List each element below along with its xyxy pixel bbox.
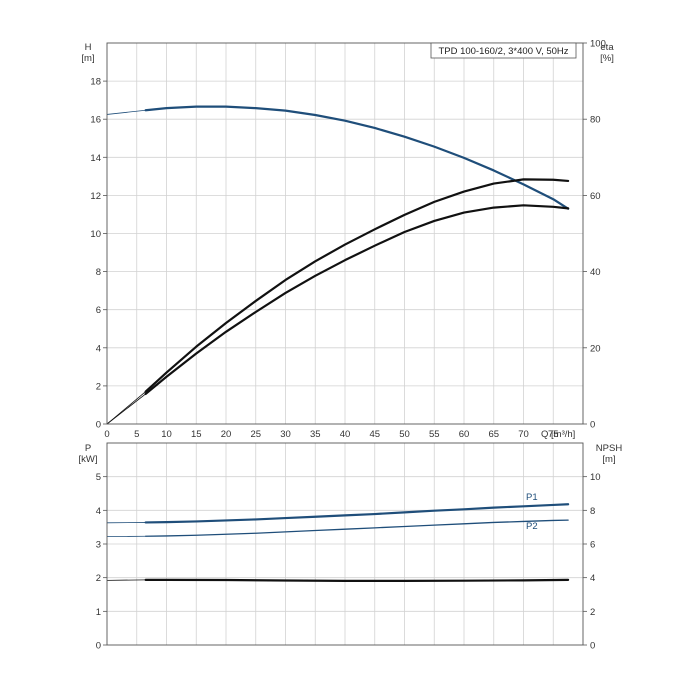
y2-tick-label: 0	[590, 641, 595, 652]
x-tick-label: 30	[280, 429, 291, 440]
chart-title: TPD 100-160/2, 3*400 V, 50Hz	[438, 46, 568, 57]
series-line-0-1	[144, 178, 570, 393]
y2-tick-label: 80	[590, 115, 601, 126]
grid-lines	[107, 43, 583, 645]
y2-tick-label: 20	[590, 343, 601, 354]
y-tick-label: 1	[96, 607, 101, 618]
power-axis-unit: [kW]	[79, 454, 98, 465]
y-tick-label: 8	[96, 267, 101, 278]
series-line-1-0	[144, 503, 570, 524]
x-tick-label: 5	[134, 429, 139, 440]
y-tick-label: 6	[96, 305, 101, 316]
x-tick-label: 65	[488, 429, 499, 440]
y-tick-label: 4	[96, 506, 101, 517]
series-line-extension	[106, 579, 146, 581]
series-line-0-0	[144, 105, 570, 210]
y2-tick-label: 0	[590, 420, 595, 431]
y-tick-label: 4	[96, 343, 101, 354]
x-tick-label: 35	[310, 429, 321, 440]
y2-tick-label: 6	[590, 540, 595, 551]
y2-tick-label: 4	[590, 573, 595, 584]
eta-axis-label: eta	[600, 42, 614, 53]
series-line-extension	[106, 109, 146, 115]
eta-axis-unit: [%]	[600, 53, 614, 64]
x-tick-label: 25	[250, 429, 261, 440]
x-tick-label: 0	[104, 429, 109, 440]
series-label-p1: P1	[526, 492, 538, 503]
y-tick-label: 0	[96, 641, 101, 652]
power-axis-label: P	[85, 443, 91, 454]
y2-tick-label: 10	[590, 472, 601, 483]
y-tick-label: 3	[96, 540, 101, 551]
series-label-p2: P2	[526, 521, 538, 532]
y-tick-label: 5	[96, 472, 101, 483]
y-tick-label: 2	[96, 381, 101, 392]
y-tick-label: 10	[90, 229, 101, 240]
x-tick-label: 45	[369, 429, 380, 440]
x-tick-label: 10	[161, 429, 172, 440]
y-tick-label: 12	[90, 191, 101, 202]
y2-tick-label: 40	[590, 267, 601, 278]
x-tick-label: 55	[429, 429, 440, 440]
series-line-extension	[106, 393, 146, 425]
y2-tick-label: 60	[590, 191, 601, 202]
y-tick-label: 0	[96, 420, 101, 431]
x-tick-label: 60	[459, 429, 470, 440]
npsh-axis-unit: [m]	[602, 454, 615, 465]
flow-axis-label: Q [m³/h]	[541, 429, 575, 440]
x-tick-label: 75	[548, 429, 559, 440]
head-axis-label: H	[85, 42, 92, 53]
chart-title-box: TPD 100-160/2, 3*400 V, 50Hz	[430, 42, 577, 59]
y2-tick-label: 8	[590, 506, 595, 517]
series-line-1-1	[145, 519, 569, 537]
x-tick-label: 50	[399, 429, 410, 440]
series-lines	[106, 105, 570, 582]
series-line-1-2	[144, 578, 570, 582]
y-tick-label: 14	[90, 153, 101, 164]
y-tick-label: 18	[90, 77, 101, 88]
y2-tick-label: 2	[590, 607, 595, 618]
npsh-axis-label: NPSH	[596, 443, 623, 454]
x-tick-label: 15	[191, 429, 202, 440]
x-tick-label: 40	[340, 429, 351, 440]
x-tick-label: 20	[221, 429, 232, 440]
series-line-0-2	[144, 204, 570, 396]
x-tick-label: 70	[518, 429, 529, 440]
y2-tick-label: 100	[590, 39, 606, 50]
y-tick-label: 2	[96, 573, 101, 584]
y-tick-label: 16	[90, 115, 101, 126]
head-axis-unit: [m]	[81, 53, 94, 64]
